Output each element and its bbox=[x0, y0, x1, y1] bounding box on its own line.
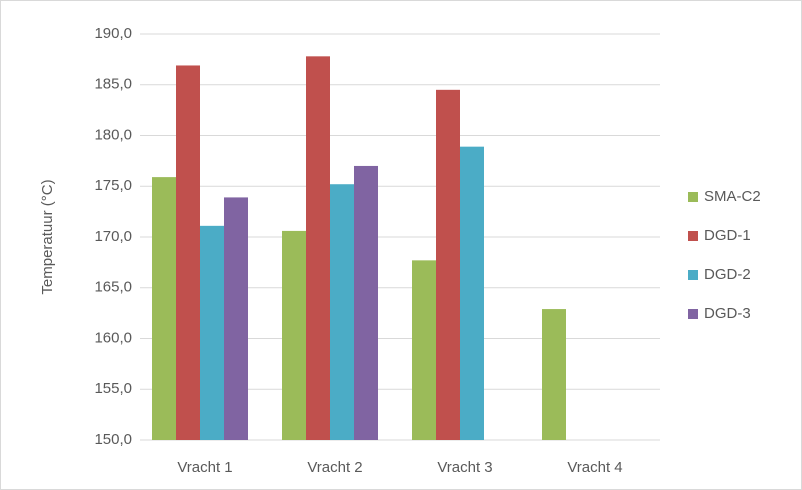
bar bbox=[460, 146, 484, 441]
legend-swatch bbox=[688, 309, 698, 319]
y-tick-label: 185,0 bbox=[94, 76, 132, 93]
bar bbox=[152, 177, 176, 441]
bar bbox=[224, 197, 248, 440]
bar bbox=[176, 65, 200, 440]
bar bbox=[200, 225, 224, 440]
bar bbox=[542, 309, 566, 440]
x-tick-label: Vracht 2 bbox=[307, 459, 362, 476]
bar bbox=[436, 89, 460, 440]
y-tick-label: 160,0 bbox=[94, 329, 132, 346]
legend-label: SMA-C2 bbox=[704, 188, 761, 205]
bar bbox=[330, 184, 354, 440]
bar bbox=[282, 230, 306, 440]
legend-label: DGD-3 bbox=[704, 305, 751, 322]
bar bbox=[306, 56, 330, 441]
y-tick-label: 190,0 bbox=[94, 25, 132, 42]
x-tick-label: Vracht 1 bbox=[177, 459, 232, 476]
legend-label: DGD-1 bbox=[704, 227, 751, 244]
x-tick-label: Vracht 4 bbox=[567, 459, 622, 476]
y-tick-label: 175,0 bbox=[94, 177, 132, 194]
y-axis-title: Temperatuur (°C) bbox=[39, 179, 56, 294]
y-tick-label: 170,0 bbox=[94, 228, 132, 245]
legend-swatch bbox=[688, 231, 698, 241]
legend-swatch bbox=[688, 270, 698, 280]
legend-swatch bbox=[688, 192, 698, 202]
bar bbox=[354, 165, 378, 440]
y-tick-label: 180,0 bbox=[94, 126, 132, 143]
y-tick-label: 155,0 bbox=[94, 380, 132, 397]
y-tick-label: 150,0 bbox=[94, 431, 132, 448]
legend-label: DGD-2 bbox=[704, 266, 751, 283]
bar bbox=[412, 260, 436, 440]
x-tick-label: Vracht 3 bbox=[437, 459, 492, 476]
y-tick-label: 165,0 bbox=[94, 279, 132, 296]
